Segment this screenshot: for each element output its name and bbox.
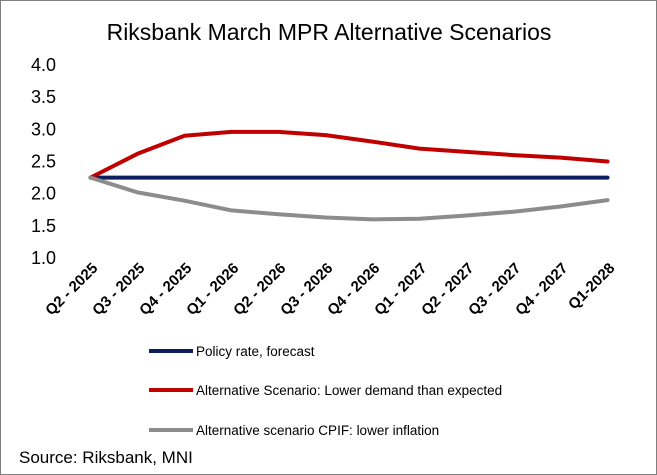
legend-label-2: Alternative Scenario: Lower demand than … (196, 383, 502, 398)
y-axis-ticks: 4.0 3.5 3.0 2.5 2.0 1.5 1.0 (31, 55, 56, 268)
legend: Policy rate, forecast Alternative Scenari… (149, 344, 502, 438)
legend-label-3: Alternative scenario CPIF: lower inflati… (196, 423, 439, 438)
series-line-2 (88, 129, 610, 180)
y-tick-label: 2.5 (31, 152, 56, 172)
source-note: Source: Riksbank, MNI (19, 448, 193, 467)
x-tick-label: Q1-2028 (565, 260, 618, 313)
y-tick-label: 4.0 (31, 55, 56, 75)
y-tick-label: 3.0 (31, 119, 56, 139)
y-tick-label: 1.0 (31, 248, 56, 268)
chart-title: Riksbank March MPR Alternative Scenarios (107, 19, 552, 45)
y-tick-label: 2.0 (31, 184, 56, 204)
y-tick-label: 3.5 (31, 87, 56, 107)
plot-series (88, 129, 610, 222)
series-line-3 (88, 175, 610, 222)
y-tick-label: 1.5 (31, 216, 56, 236)
legend-label-1: Policy rate, forecast (196, 344, 315, 359)
